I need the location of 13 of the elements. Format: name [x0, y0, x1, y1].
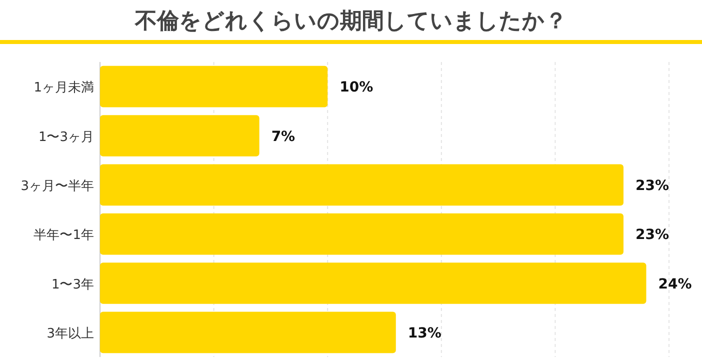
y-tick-label: 1ヶ月未満 — [34, 80, 94, 96]
y-tick-label: 1〜3ヶ月 — [38, 130, 94, 145]
data-label: 23% — [635, 178, 669, 194]
y-tick-label: 3年以上 — [46, 326, 94, 342]
data-label: 7% — [271, 128, 296, 145]
data-label: 23% — [635, 227, 669, 244]
title: 不倫をどれくらいの期間していましたか？ — [135, 9, 567, 34]
y-tick-label: 3ヶ月〜半年 — [20, 178, 94, 194]
data-label: 13% — [408, 325, 442, 342]
y-tick-label: 1〜3年 — [51, 277, 94, 292]
data-label: 24% — [658, 276, 692, 292]
y-tick-label: 半年〜1年 — [34, 228, 94, 244]
data-label: 10% — [340, 80, 374, 96]
